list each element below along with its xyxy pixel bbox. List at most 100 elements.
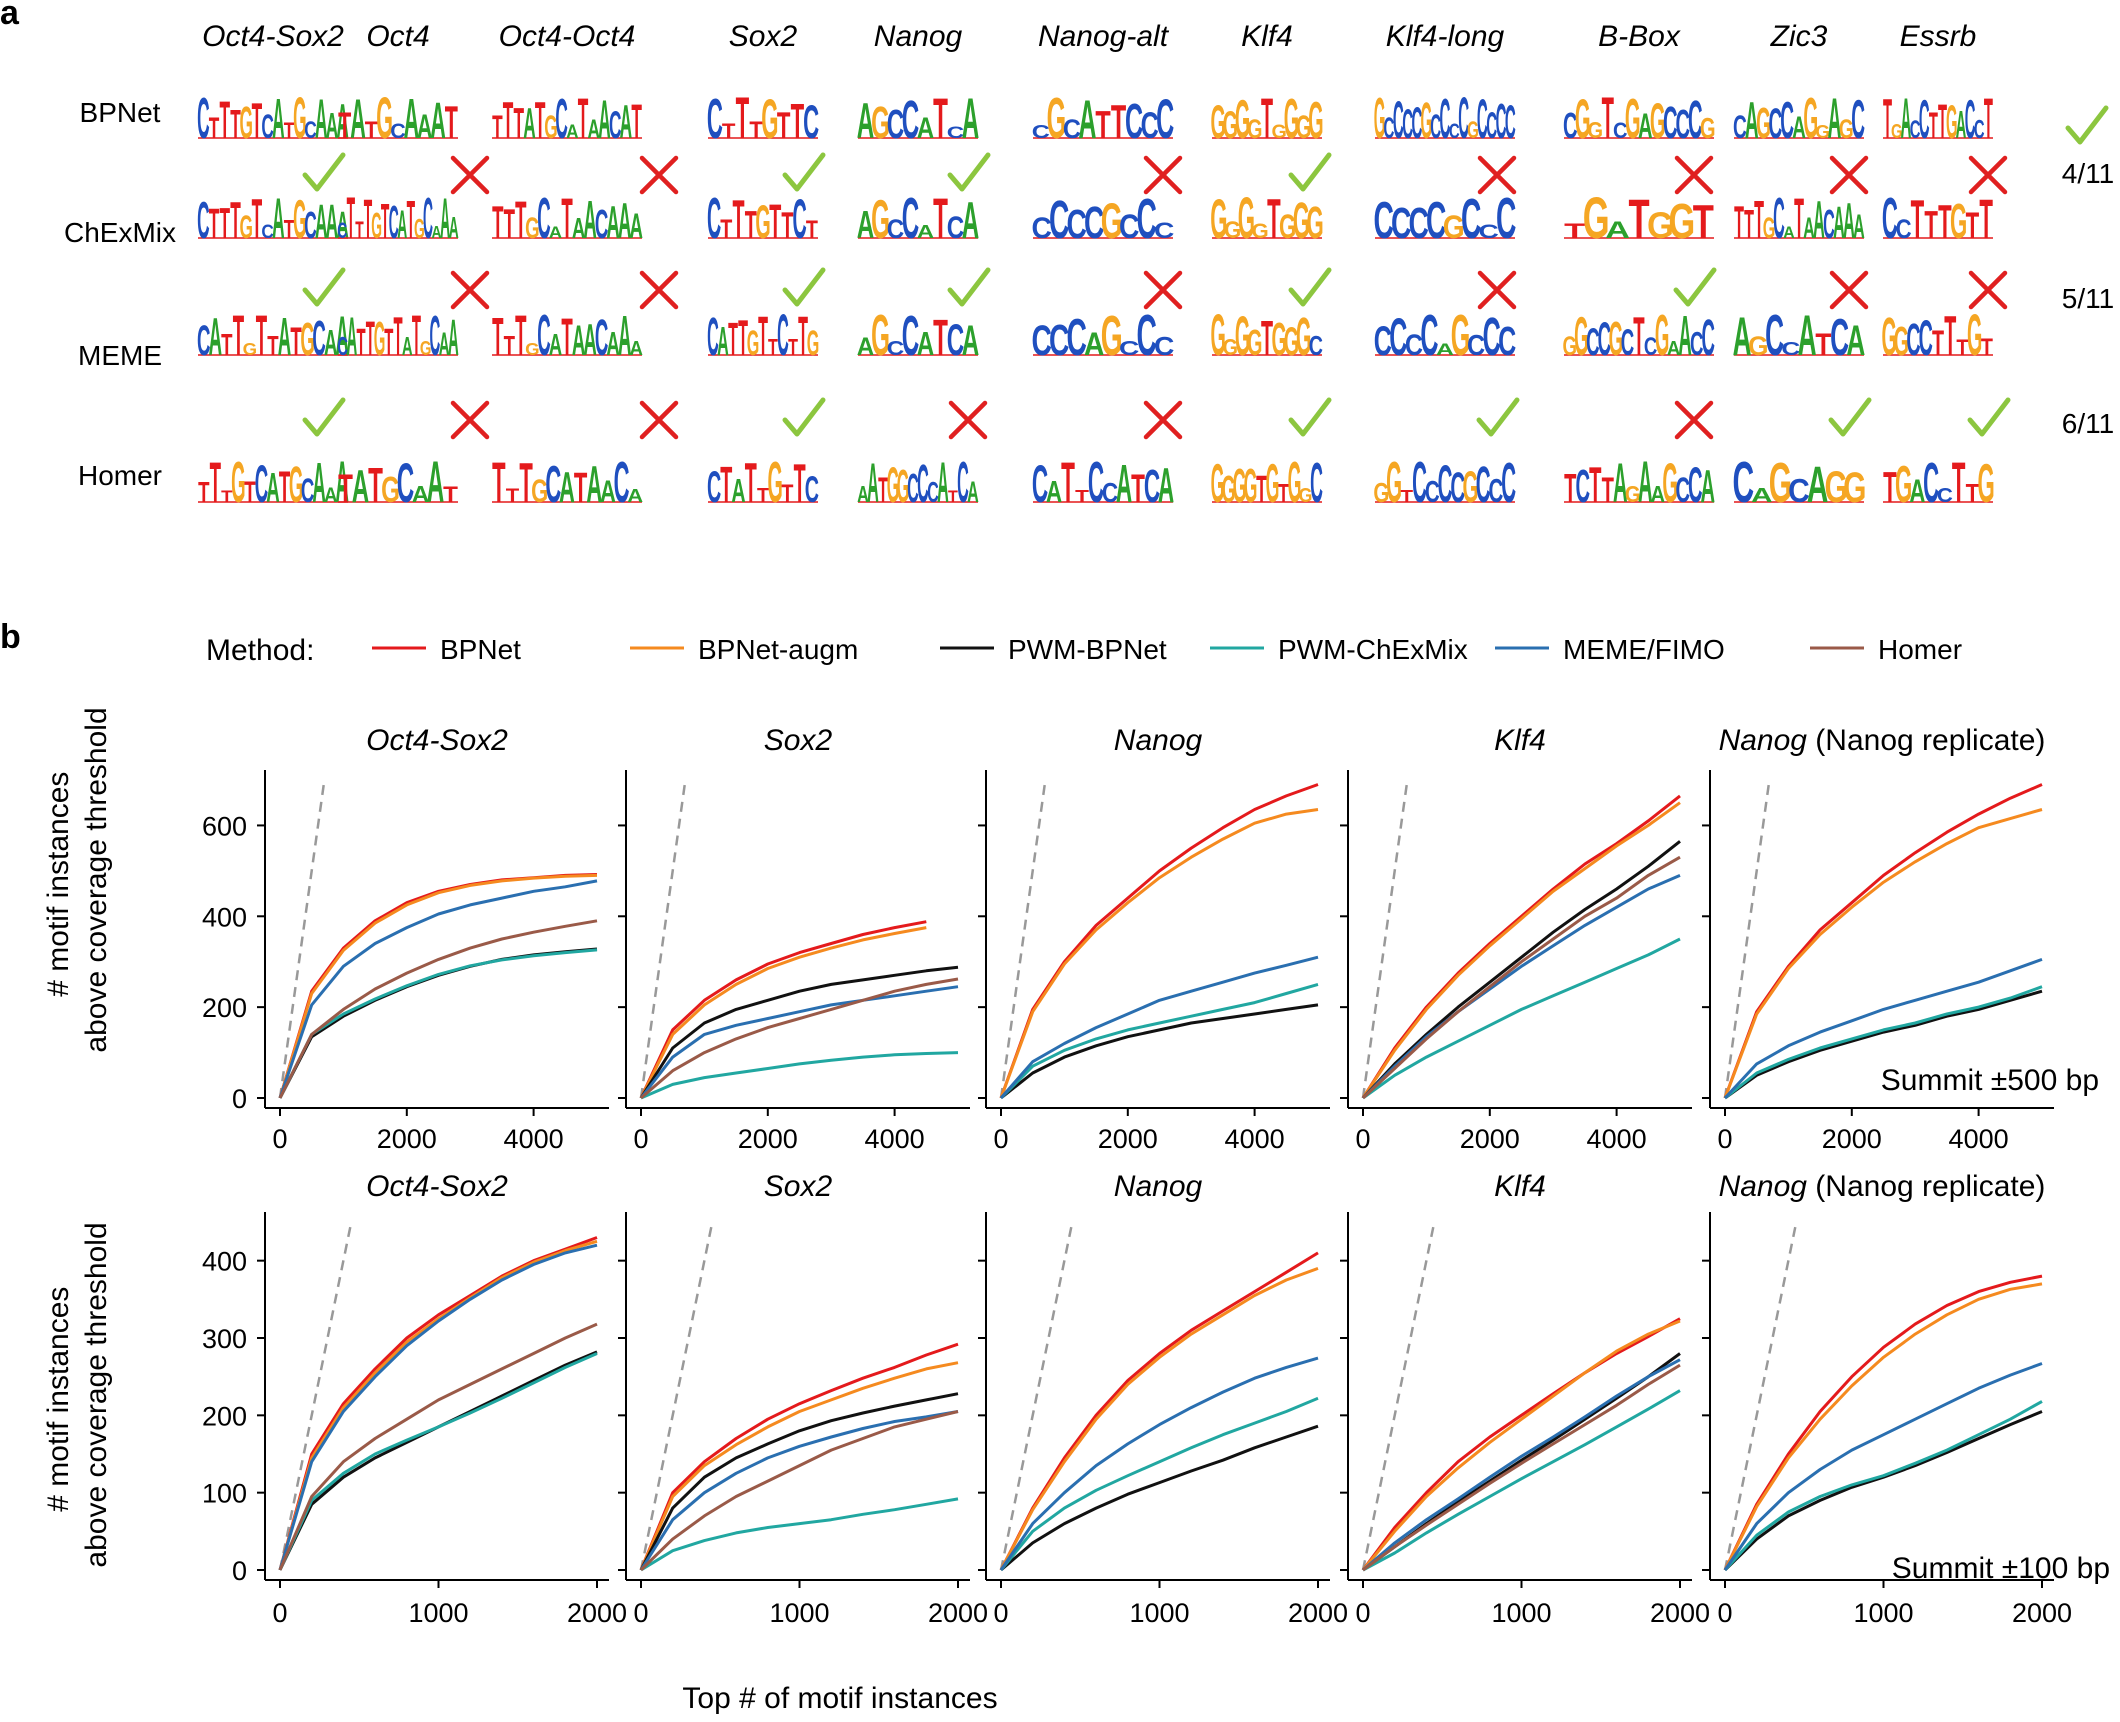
svg-text:T: T — [738, 309, 748, 366]
motif-header-sox2: Sox2 — [729, 20, 798, 53]
motif-header-klf4: Klf4 — [1241, 20, 1293, 53]
y-tick-label: 200 — [202, 993, 247, 1023]
svg-text:T: T — [221, 487, 233, 506]
series-line-homer — [640, 977, 959, 1100]
svg-text:T: T — [221, 328, 233, 362]
svg-text:G: G — [1587, 117, 1603, 144]
svg-text:G: G — [1574, 305, 1588, 367]
cross-icon — [1477, 270, 1517, 310]
svg-text:A: A — [209, 308, 222, 367]
svg-text:A: A — [1638, 451, 1653, 515]
y-axis-label-bottom: # motif instances above coverage thresho… — [42, 1222, 113, 1567]
svg-text:G: G — [531, 473, 548, 509]
legend-item-pwm-chexmix: PWM-ChExMix — [1210, 634, 1468, 665]
x-tick-label: 2000 — [738, 1124, 798, 1154]
svg-text:G: G — [1307, 197, 1324, 248]
svg-text:C: C — [1310, 451, 1323, 514]
y-axis-label-top-line1: # motif instances — [42, 772, 75, 997]
svg-text:T: T — [338, 106, 352, 146]
score-homer: 6/11 — [2062, 408, 2114, 439]
x-tick-label: 2000 — [1650, 1598, 1710, 1628]
svg-text:G: G — [1252, 218, 1269, 243]
svg-text:C: C — [1498, 320, 1516, 364]
svg-text:C: C — [1420, 304, 1438, 367]
svg-text:A: A — [449, 211, 459, 246]
series-line-bpnet — [278, 1236, 598, 1571]
svg-text:C: C — [927, 476, 939, 508]
svg-text:T: T — [210, 451, 221, 516]
svg-text:G: G — [293, 188, 306, 250]
chart-panel-1-5: 0 2000 4000 Nanog (Nanog replicate) — [1702, 724, 2054, 1154]
motif-header-oct4: Oct4 — [366, 20, 429, 53]
svg-text:C: C — [1067, 308, 1087, 366]
svg-text:C: C — [707, 88, 723, 151]
svg-text:G: G — [1296, 109, 1311, 145]
svg-text:C: C — [1309, 331, 1323, 362]
svg-text:G: G — [1247, 324, 1262, 364]
svg-text:T: T — [1952, 450, 1966, 515]
svg-text:A: A — [272, 87, 284, 151]
svg-text:A: A — [427, 451, 444, 515]
method-row-label-homer: Homer — [78, 460, 162, 491]
svg-text:A: A — [1843, 192, 1855, 249]
svg-text:C: C — [1426, 191, 1446, 249]
svg-text:C: C — [1141, 105, 1159, 146]
svg-text:A: A — [572, 213, 585, 245]
series-line-bpnet-augm — [278, 1239, 598, 1571]
svg-text:G: G — [1655, 304, 1669, 369]
svg-text:A: A — [1792, 111, 1806, 145]
y-tick-label: 600 — [202, 811, 247, 841]
svg-text:A: A — [962, 318, 979, 365]
svg-text:T: T — [1401, 487, 1414, 506]
series-line-pwm-chexmix — [1362, 937, 1681, 1100]
svg-text:T: T — [393, 306, 402, 367]
y-axis-label-bottom-line1: # motif instances — [42, 1287, 75, 1512]
chart-title: Nanog (Nanog replicate) — [1719, 1170, 2046, 1203]
svg-text:G: G — [1288, 451, 1302, 516]
svg-text:G: G — [1233, 458, 1247, 512]
x-tick-label: 2000 — [2012, 1598, 2072, 1628]
svg-text:G: G — [897, 462, 910, 513]
svg-text:C: C — [197, 87, 209, 151]
svg-text:T: T — [445, 98, 458, 148]
svg-text:A: A — [857, 202, 874, 247]
svg-text:G: G — [1839, 114, 1854, 144]
legend-item-bpnet-augm: BPNet-augm — [630, 634, 858, 665]
check-icon — [1828, 397, 1872, 437]
reference-diagonal — [1361, 1222, 1436, 1571]
svg-text:T: T — [364, 187, 373, 250]
svg-text:A: A — [278, 306, 291, 368]
svg-text:G: G — [1891, 120, 1903, 143]
svg-text:A: A — [583, 190, 596, 250]
svg-text:C: C — [1851, 89, 1865, 150]
svg-text:C: C — [1154, 219, 1174, 243]
svg-text:A: A — [1733, 307, 1752, 368]
svg-text:C: C — [947, 124, 965, 142]
svg-text:A: A — [432, 223, 442, 242]
svg-text:T: T — [1628, 188, 1649, 250]
svg-text:T: T — [1267, 188, 1281, 251]
svg-text:A: A — [586, 456, 602, 513]
svg-text:A: A — [917, 112, 934, 145]
cross-icon — [1968, 155, 2008, 195]
svg-text:G: G — [231, 451, 245, 516]
logo-homer-sox2: C T A T TGT T C — [707, 451, 819, 515]
svg-text:A: A — [417, 108, 433, 146]
svg-text:C: C — [1688, 89, 1703, 150]
series-line-bpnet-augm — [639, 926, 927, 1099]
svg-text:A: A — [404, 88, 420, 151]
svg-text:T: T — [749, 116, 763, 143]
cross-icon — [639, 400, 679, 440]
series-line-meme-fimo — [1361, 874, 1681, 1100]
